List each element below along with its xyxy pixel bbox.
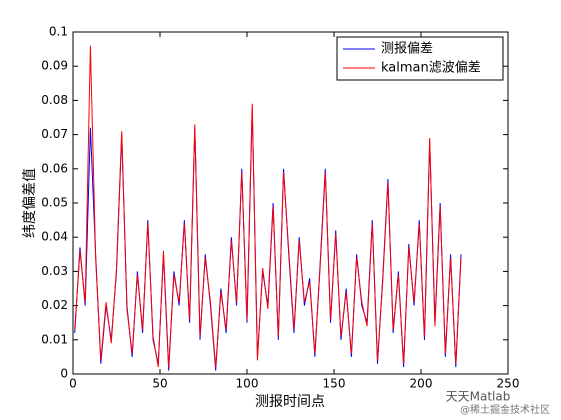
watermark-site: @稀土掘金技术社区 — [460, 403, 550, 416]
watermark: 天天Matlab — [446, 390, 511, 404]
x-axis-label: 测报时间点 — [255, 394, 325, 410]
y-tick-label: 0.04 — [41, 230, 68, 244]
y-tick-label: 0 — [60, 367, 68, 381]
y-tick-label: 0.08 — [41, 93, 68, 107]
x-tick-label: 100 — [236, 377, 259, 391]
y-axis-label: 纬度偏差值 — [22, 168, 38, 238]
y-tick-label: 0.07 — [41, 127, 68, 141]
legend-label: 测报偏差 — [381, 42, 433, 57]
y-tick-label: 0.09 — [41, 59, 68, 73]
x-tick-label: 0 — [69, 377, 77, 391]
y-tick-label: 0.03 — [41, 264, 68, 278]
y-tick-label: 0.01 — [41, 332, 68, 346]
y-tick-label: 0.02 — [41, 298, 68, 312]
x-tick-label: 50 — [152, 377, 167, 391]
x-tick-label: 250 — [497, 377, 520, 391]
y-tick-label: 0.05 — [41, 196, 68, 210]
x-tick-label: 200 — [410, 377, 433, 391]
series-line — [74, 45, 462, 368]
legend-box — [336, 36, 504, 81]
plot-area — [72, 31, 509, 375]
y-tick-label: 0.1 — [49, 25, 68, 39]
y-tick-label: 0.06 — [41, 161, 68, 175]
legend-label: kalman滤波偏差 — [381, 61, 481, 76]
x-tick-label: 150 — [323, 377, 346, 391]
